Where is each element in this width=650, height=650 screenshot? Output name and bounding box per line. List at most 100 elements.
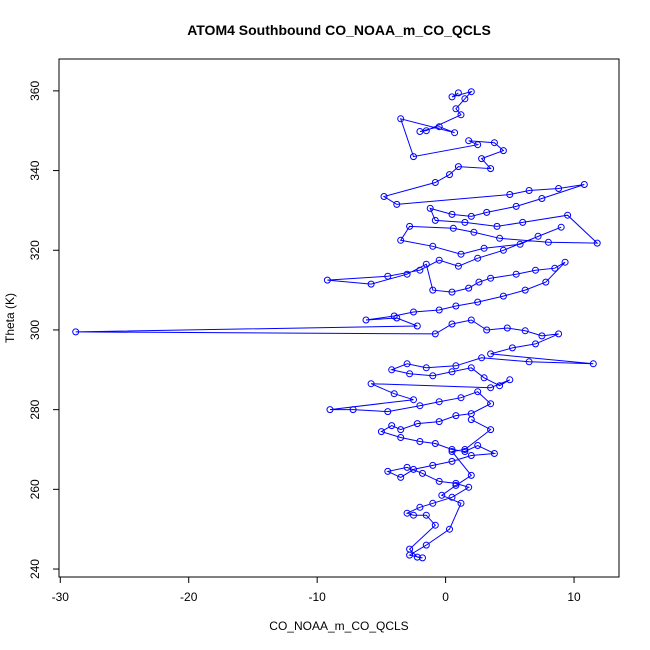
data-point — [393, 314, 401, 322]
data-point — [474, 388, 482, 396]
data-point — [480, 374, 488, 382]
data-point — [487, 350, 495, 358]
data-point — [452, 362, 460, 370]
data-point — [410, 465, 417, 473]
data-point — [467, 452, 475, 459]
data-point — [475, 278, 483, 286]
data-point — [470, 228, 478, 236]
data-point — [503, 324, 511, 332]
data-point — [435, 306, 443, 314]
data-point — [410, 511, 417, 519]
x-tick-label: -30 — [52, 590, 70, 604]
data-point — [367, 280, 375, 288]
data-point — [362, 316, 370, 324]
data-point — [499, 147, 507, 155]
data-point — [532, 340, 539, 348]
data-point — [457, 111, 465, 119]
data-point — [323, 276, 331, 284]
data-point — [448, 446, 456, 453]
data-point — [413, 553, 421, 561]
data-point — [448, 368, 456, 376]
data-point — [448, 493, 456, 501]
data-point — [435, 398, 443, 406]
data-point — [448, 288, 456, 296]
data-point — [589, 360, 597, 368]
data-point — [538, 195, 546, 202]
data-point — [403, 360, 411, 368]
data-point — [487, 274, 495, 282]
data-point — [467, 88, 475, 96]
data-point — [416, 402, 424, 410]
y-tick-label: 300 — [28, 320, 42, 340]
data-point — [326, 406, 334, 414]
data-point — [487, 165, 495, 173]
y-tick-label: 260 — [28, 479, 42, 499]
data-point — [397, 434, 405, 441]
data-point — [446, 525, 453, 533]
data-point — [538, 332, 546, 340]
data-point — [474, 141, 482, 149]
data-point — [457, 250, 465, 258]
data-point — [555, 330, 563, 338]
data-point — [480, 244, 488, 252]
data-point — [521, 286, 529, 294]
data-point — [467, 316, 475, 324]
x-tick-label: 10 — [567, 590, 581, 604]
data-point — [508, 344, 516, 352]
y-tick-label: 340 — [28, 160, 42, 180]
y-axis: 240 260 280 300 320 340 360 — [28, 81, 60, 579]
x-tick-label: -10 — [308, 590, 326, 604]
data-point — [496, 234, 504, 242]
data-point — [512, 270, 520, 278]
data-point — [403, 509, 411, 517]
data-point — [406, 222, 414, 230]
data-point — [431, 330, 439, 338]
data-point — [403, 463, 411, 471]
data-point — [490, 450, 498, 457]
data-point — [449, 224, 457, 232]
data-point — [465, 483, 473, 491]
x-tick-label: 0 — [442, 590, 449, 604]
data-point — [451, 129, 459, 137]
data-point — [490, 139, 498, 147]
data-point — [551, 264, 559, 272]
data-point — [506, 191, 514, 198]
data-point — [397, 473, 405, 481]
data-point — [367, 380, 375, 388]
data-point — [542, 278, 550, 286]
data-point — [72, 328, 80, 336]
data-point — [454, 89, 462, 97]
data-point — [452, 302, 460, 310]
data-point — [384, 272, 392, 280]
data-point — [448, 320, 456, 328]
data-point — [422, 541, 430, 549]
x-tick-label: -20 — [180, 590, 198, 604]
data-point — [525, 187, 533, 194]
data-point — [410, 153, 417, 161]
data-point — [467, 471, 475, 479]
data-point — [393, 200, 401, 208]
data-point — [496, 382, 504, 390]
data-point — [435, 256, 443, 264]
data-point — [499, 246, 507, 254]
data-point — [426, 204, 434, 212]
data-point — [534, 232, 542, 240]
data-point — [419, 469, 426, 477]
data-point — [487, 426, 495, 434]
data-point — [410, 396, 417, 404]
data-point — [519, 218, 527, 226]
data-point — [431, 216, 439, 224]
data-point — [429, 286, 437, 294]
series-line — [75, 90, 599, 559]
data-point — [564, 211, 572, 219]
x-axis-label: CO_NOAA_m_CO_QCLS — [269, 619, 408, 633]
data-point — [377, 428, 385, 436]
data-point — [413, 322, 421, 330]
data-point — [406, 370, 414, 378]
data-point — [435, 123, 443, 131]
data-point — [429, 242, 437, 250]
data-point — [483, 208, 491, 216]
data-point — [380, 193, 388, 200]
data-point — [384, 408, 392, 416]
